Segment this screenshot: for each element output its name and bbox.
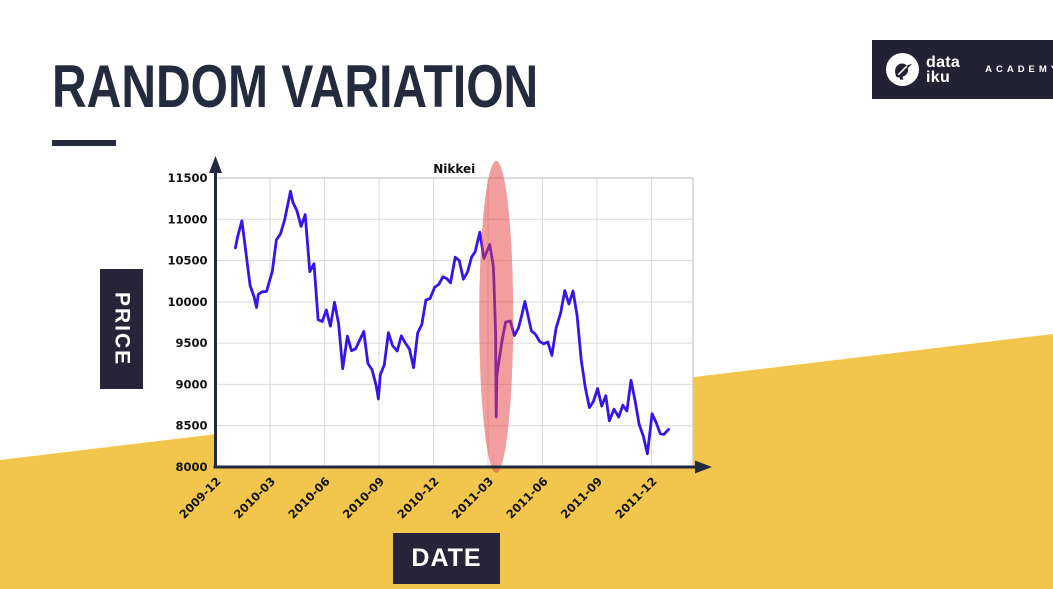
- y-tick-label: 8000: [175, 460, 207, 474]
- highlight-ellipse: [479, 161, 514, 473]
- x-tick-label: 2010-09: [340, 474, 387, 521]
- y-tick-label: 8500: [175, 419, 207, 433]
- logo-wordmark: data iku: [926, 53, 961, 86]
- logo-word-line1: data: [926, 53, 961, 71]
- dataiku-academy-logo: data iku ACADEMY: [872, 40, 1053, 99]
- price-series-line: [233, 189, 670, 456]
- logo-word-line2: iku: [926, 68, 951, 86]
- plot-area: [215, 178, 693, 467]
- x-tick-label: 2010-03: [231, 474, 278, 521]
- x-tick-label: 2010-12: [394, 474, 441, 521]
- x-tick-label: 2011-03: [449, 474, 496, 521]
- y-tick-label: 9000: [175, 377, 207, 391]
- x-tick-label: 2011-09: [558, 474, 605, 521]
- y-tick-label: 11500: [167, 171, 207, 185]
- y-tick-label: 11000: [167, 212, 207, 226]
- x-tick-label: 2011-12: [612, 474, 659, 521]
- logo-academy-text: ACADEMY: [985, 64, 1053, 75]
- logo-circle: [886, 53, 919, 86]
- dataiku-bird-icon: [895, 63, 913, 80]
- title-underline: [52, 140, 116, 146]
- y-axis-label-box: PRICE: [100, 269, 143, 389]
- x-tick-label: 2011-06: [503, 474, 550, 521]
- y-tick-label: 10000: [167, 295, 207, 309]
- y-tick-label: 9500: [175, 336, 207, 350]
- x-tick-label: 2010-06: [285, 474, 332, 521]
- page-title: RANDOM VARIATION: [52, 53, 539, 120]
- x-tick-label: 2009-12: [176, 474, 223, 521]
- y-axis-arrow-icon: [209, 156, 222, 173]
- x-axis-label: DATE: [411, 544, 482, 572]
- y-axis-label: PRICE: [110, 291, 134, 367]
- x-axis-label-box: DATE: [393, 533, 500, 584]
- chart-title: Nikkei: [433, 162, 475, 176]
- y-tick-label: 10500: [167, 254, 207, 268]
- x-axis-arrow-icon: [695, 460, 712, 474]
